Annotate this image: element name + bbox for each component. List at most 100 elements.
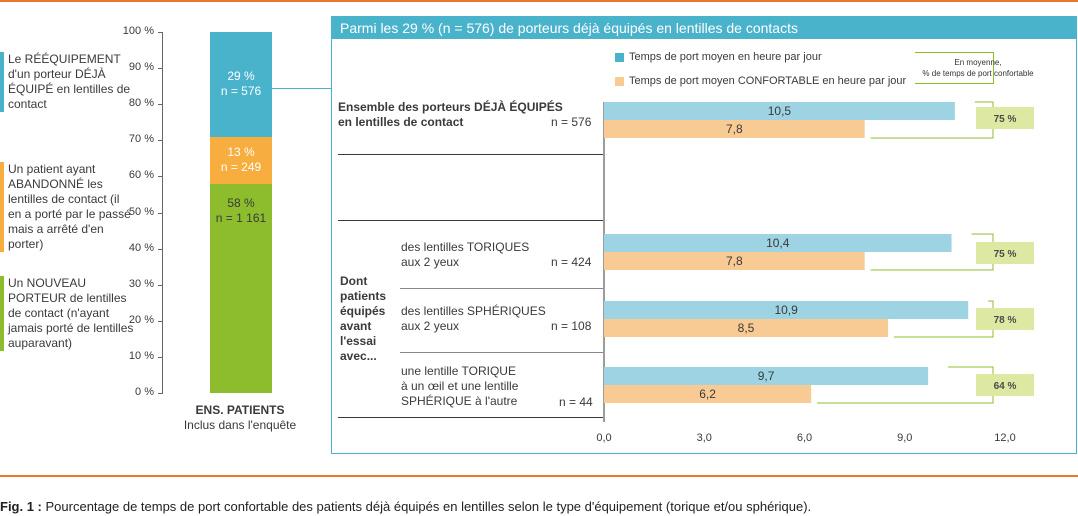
y-tick-label: 30 %: [128, 277, 154, 290]
row-label-line: en lentilles de contact: [338, 115, 464, 129]
connector-line: [272, 88, 332, 89]
y-tick-mark: [158, 104, 162, 106]
y-tick-mark: [158, 32, 162, 33]
y-axis-line: [162, 32, 163, 394]
pct-note-2: % de temps de port confortable: [922, 69, 1034, 78]
pct-note-1: En moyenne,: [954, 58, 1002, 67]
pct-value: 75 %: [994, 249, 1017, 260]
row-label-line: une lentille TORIQUE: [401, 364, 516, 378]
y-tick-label: 70 %: [128, 133, 154, 146]
segment-label: n = 576: [220, 84, 262, 99]
stack-segment: [210, 136, 272, 184]
category-label: ENS. PATIENTS: [195, 403, 285, 417]
y-tick-mark: [158, 140, 162, 142]
pct-value: 75 %: [994, 114, 1017, 125]
y-tick-label: 40 %: [128, 241, 154, 254]
separator-2: [338, 220, 603, 221]
y-tick-mark: [158, 68, 162, 70]
bar-mean: [604, 102, 955, 120]
segment-label: 58 %: [227, 195, 255, 210]
x-tick-label: 9,0: [897, 432, 912, 444]
legend-item: Un NOUVEAU PORTEUR de lentilles de conta…: [0, 276, 136, 351]
row-n-label: n = 108: [551, 319, 592, 333]
segment-label: n = 249: [220, 160, 262, 175]
pct-box: [976, 107, 1034, 129]
row-n-label: n = 44: [559, 395, 593, 409]
bar-mean: [604, 367, 929, 385]
bar-value-label: 9,7: [758, 369, 775, 383]
bar-value-label: 7,8: [726, 122, 743, 136]
x-tick-label: 0,0: [596, 432, 611, 444]
segment-label: n = 1 161: [215, 210, 267, 225]
separator-1: [338, 154, 603, 155]
bar-value-label: 8,5: [738, 321, 755, 335]
caption-text: Pourcentage de temps de port confortable…: [41, 499, 812, 514]
bar-value-label: 10,5: [768, 104, 792, 118]
row-n-label: n = 424: [551, 255, 592, 269]
y-tick-label: 90 %: [128, 61, 154, 74]
panel-title: Parmi les 29 % (n = 576) de porteurs déj…: [332, 17, 1076, 39]
separator-4: [400, 352, 603, 353]
pct-box: [976, 308, 1034, 330]
y-tick-label: 20 %: [128, 313, 154, 326]
y-tick-mark: [158, 393, 162, 394]
x-tick-label: 6,0: [797, 432, 812, 444]
row-label-line: aux 2 yeux: [401, 319, 460, 333]
bar-value-label: 10,4: [766, 236, 790, 250]
pct-note-box: [915, 52, 994, 84]
bar-value-label: 7,8: [726, 254, 743, 268]
y-tick-label: 100 %: [122, 25, 154, 37]
legend-mean: Temps de port moyen en heure par jour: [629, 51, 822, 63]
bottom-rule: [0, 475, 1078, 477]
separator-3: [400, 288, 603, 289]
y-tick-mark: [158, 248, 162, 250]
caption-label: Fig. 1 :: [0, 499, 42, 514]
bar-comfortable: [604, 252, 865, 270]
bar-mean: [604, 234, 952, 252]
bar-comfortable: [604, 120, 865, 138]
segment-label: 13 %: [227, 145, 255, 160]
y-tick-mark: [158, 356, 162, 358]
bar-value-label: 10,9: [774, 303, 798, 317]
x-tick-label: 3,0: [697, 432, 712, 444]
pct-value: 64 %: [994, 381, 1017, 392]
legend-item: Le RÉÉQUIPEMENT d'un porteur DÉJÀ ÉQUIPÉ…: [0, 52, 136, 112]
figure-caption: Fig. 1 : Pourcentage de temps de port co…: [0, 499, 811, 514]
row-n-label: n = 576: [551, 115, 592, 129]
y-tick-label: 50 %: [128, 205, 154, 218]
legend-item: Un patient ayant ABANDONNÉ les lentilles…: [0, 162, 136, 252]
row-label-line: Ensemble des porteurs DÉJÀ ÉQUIPÉS: [338, 100, 563, 114]
y-tick-label: 80 %: [128, 97, 154, 110]
y-tick-mark: [158, 176, 162, 178]
row-label-line: des lentilles SPHÉRIQUES: [401, 304, 546, 318]
bar-value-label: 6,2: [699, 387, 716, 401]
x-tick-label: 12,0: [994, 432, 1015, 444]
group-label-line: patients: [340, 289, 387, 303]
group-label-line: Dont: [340, 274, 368, 288]
bar-mean: [604, 301, 969, 319]
y-tick-mark: [158, 320, 162, 322]
legend-swatch-mean: [615, 53, 624, 62]
y-tick-mark: [158, 284, 162, 286]
pct-value: 78 %: [994, 315, 1017, 326]
y-tick-label: 0 %: [135, 386, 154, 398]
segment-label: 29 %: [227, 69, 255, 84]
row-label-line: SPHÉRIQUE à l'autre: [401, 394, 518, 408]
top-rule: [0, 0, 1078, 2]
bar-comfortable: [604, 319, 889, 337]
group-label-line: l'essai: [340, 334, 377, 348]
detail-panel: Parmi les 29 % (n = 576) de porteurs déj…: [331, 16, 1077, 454]
subcategory-label: Inclus dans l'enquête: [183, 418, 297, 432]
y-tick-mark: [158, 212, 162, 214]
row-label-line: aux 2 yeux: [401, 255, 460, 269]
legend-comfortable: Temps de port moyen CONFORTABLE en heure…: [629, 75, 907, 87]
separator-5: [338, 417, 603, 418]
group-label-line: équipés: [340, 304, 386, 318]
stack-segment: [210, 183, 272, 393]
row-label-line: des lentilles TORIQUES: [401, 240, 530, 254]
row-label-line: à un œil et une lentille: [401, 379, 519, 393]
pct-box: [976, 242, 1034, 264]
y-tick-label: 10 %: [128, 349, 154, 362]
legend-swatch-comfortable: [615, 77, 624, 86]
